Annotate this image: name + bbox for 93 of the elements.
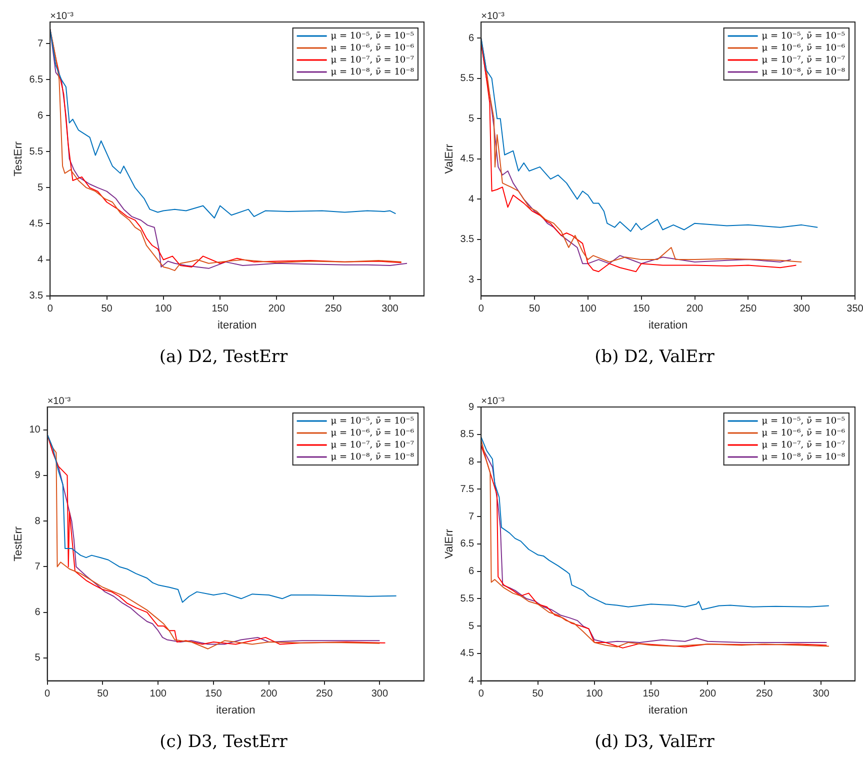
legend-label: μ = 10⁻⁸, ν̄ = 10⁻⁸ xyxy=(330,452,414,462)
x-tick-label: 300 xyxy=(812,688,830,700)
y-tick-label: 5 xyxy=(468,620,475,632)
x-tick-label: 50 xyxy=(528,304,541,315)
x-tick-label: 200 xyxy=(686,304,704,315)
y-tick-label: 8.5 xyxy=(460,429,475,440)
legend-label: μ = 10⁻⁸, ν̄ = 10⁻⁸ xyxy=(762,452,846,462)
x-tick-label: 50 xyxy=(532,688,544,700)
x-tick-label: 350 xyxy=(846,304,863,315)
legend-label: μ = 10⁻⁵, ν̄ = 10⁻⁵ xyxy=(330,31,414,42)
y-tick-label: 4 xyxy=(468,194,475,205)
x-tick-label: 200 xyxy=(699,688,716,700)
x-tick-label: 100 xyxy=(586,688,604,700)
x-axis-title: iteration xyxy=(648,319,688,332)
legend-label: μ = 10⁻⁵, ν̄ = 10⁻⁵ xyxy=(762,416,846,426)
y-tick-label: 7.5 xyxy=(460,484,475,495)
x-tick-label: 50 xyxy=(97,688,109,700)
x-tick-label: 250 xyxy=(316,688,334,700)
y-tick-label: 5 xyxy=(468,113,475,124)
y-tick-label: 6 xyxy=(468,566,475,578)
text: (b) D2, ValErr xyxy=(594,347,714,367)
legend-label: μ = 10⁻⁵, ν̄ = 10⁻⁵ xyxy=(762,31,846,42)
y-tick-label: 7 xyxy=(34,561,41,572)
text: ×10⁻³ xyxy=(481,10,506,22)
y-tick-label: 8 xyxy=(34,516,41,527)
legend-label: μ = 10⁻⁸, ν̄ = 10⁻⁸ xyxy=(330,67,414,78)
legend-label: μ = 10⁻⁶, ν̄ = 10⁻⁶ xyxy=(762,43,846,54)
x-axis-title: iteration xyxy=(217,319,257,332)
legend-label: μ = 10⁻⁶, ν̄ = 10⁻⁶ xyxy=(330,428,414,438)
y-axis-title: ValErr xyxy=(444,144,456,174)
y-tick-label: 6.5 xyxy=(29,74,44,86)
x-tick-label: 150 xyxy=(212,304,229,315)
x-tick-label: 200 xyxy=(268,304,286,315)
legend-label: μ = 10⁻⁷, ν̄ = 10⁻⁷ xyxy=(330,440,414,450)
x-tick-label: 300 xyxy=(382,304,399,315)
legend-label: μ = 10⁻⁶, ν̄ = 10⁻⁶ xyxy=(762,428,846,438)
y-tick-label: 5.5 xyxy=(29,146,44,158)
x-tick-label: 0 xyxy=(47,304,54,315)
y-tick-label: 4.5 xyxy=(460,154,475,165)
legend-label: μ = 10⁻⁷, ν̄ = 10⁻⁷ xyxy=(330,55,414,66)
y-tick-label: 4 xyxy=(468,676,475,687)
y-tick-label: 3.5 xyxy=(460,234,475,246)
x-tick-label: 100 xyxy=(155,304,172,315)
y-tick-label: 5.5 xyxy=(460,73,475,84)
y-tick-label: 4 xyxy=(38,254,44,266)
legend-label: μ = 10⁻⁶, ν̄ = 10⁻⁶ xyxy=(330,43,414,54)
y-tick-label: 7 xyxy=(38,38,44,50)
x-tick-label: 150 xyxy=(633,304,650,315)
annotation: ×10⁻³ xyxy=(50,10,74,22)
x-tick-label: 50 xyxy=(101,304,113,315)
y-tick-label: 9 xyxy=(468,402,475,413)
y-tick-label: 6.5 xyxy=(460,538,475,550)
x-tick-label: 0 xyxy=(44,688,51,700)
y-tick-label: 3.5 xyxy=(29,290,44,302)
legend-label: μ = 10⁻⁷, ν̄ = 10⁻⁷ xyxy=(762,440,846,450)
y-tick-label: 5.5 xyxy=(460,593,475,604)
text: (c) D3, TestErr xyxy=(160,732,288,752)
x-tick-label: 0 xyxy=(478,688,484,700)
x-axis-title: iteration xyxy=(216,704,256,716)
x-tick-label: 100 xyxy=(580,304,597,315)
y-tick-label: 3 xyxy=(468,274,475,286)
y-tick-label: 4.5 xyxy=(29,218,44,230)
y-tick-label: 6 xyxy=(34,607,41,618)
legend-label: μ = 10⁻⁵, ν̄ = 10⁻⁵ xyxy=(330,416,414,426)
x-tick-label: 200 xyxy=(260,688,278,700)
x-tick-label: 0 xyxy=(478,304,484,315)
x-axis-title: iteration xyxy=(648,704,688,716)
legend-label: μ = 10⁻⁸, ν̄ = 10⁻⁸ xyxy=(762,67,846,78)
text: (a) D2, TestErr xyxy=(159,347,288,367)
text: ×10⁻³ xyxy=(47,396,72,407)
x-tick-label: 250 xyxy=(756,688,774,700)
y-tick-label: 9 xyxy=(34,470,41,482)
x-tick-label: 300 xyxy=(371,688,388,700)
x-tick-label: 250 xyxy=(325,304,342,315)
y-tick-label: 5 xyxy=(34,652,41,664)
y-tick-label: 10 xyxy=(29,424,41,436)
x-tick-label: 250 xyxy=(740,304,757,315)
y-tick-label: 6 xyxy=(468,32,475,44)
y-tick-label: 4.5 xyxy=(460,648,475,660)
x-tick-label: 100 xyxy=(150,688,167,700)
y-axis-title: TestErr xyxy=(12,141,25,176)
text: (d) D3, ValErr xyxy=(594,732,714,752)
x-tick-label: 150 xyxy=(205,688,222,700)
y-tick-label: 7 xyxy=(468,511,475,522)
y-tick-label: 8 xyxy=(468,456,475,468)
x-tick-label: 150 xyxy=(642,688,660,700)
y-axis-title: TestErr xyxy=(12,526,25,562)
y-tick-label: 5 xyxy=(38,182,44,194)
text: ×10⁻³ xyxy=(481,396,506,407)
x-tick-label: 300 xyxy=(793,304,810,315)
y-tick-label: 6 xyxy=(38,110,44,122)
legend-label: μ = 10⁻⁷, ν̄ = 10⁻⁷ xyxy=(762,55,846,66)
y-axis-title: ValErr xyxy=(444,528,456,559)
